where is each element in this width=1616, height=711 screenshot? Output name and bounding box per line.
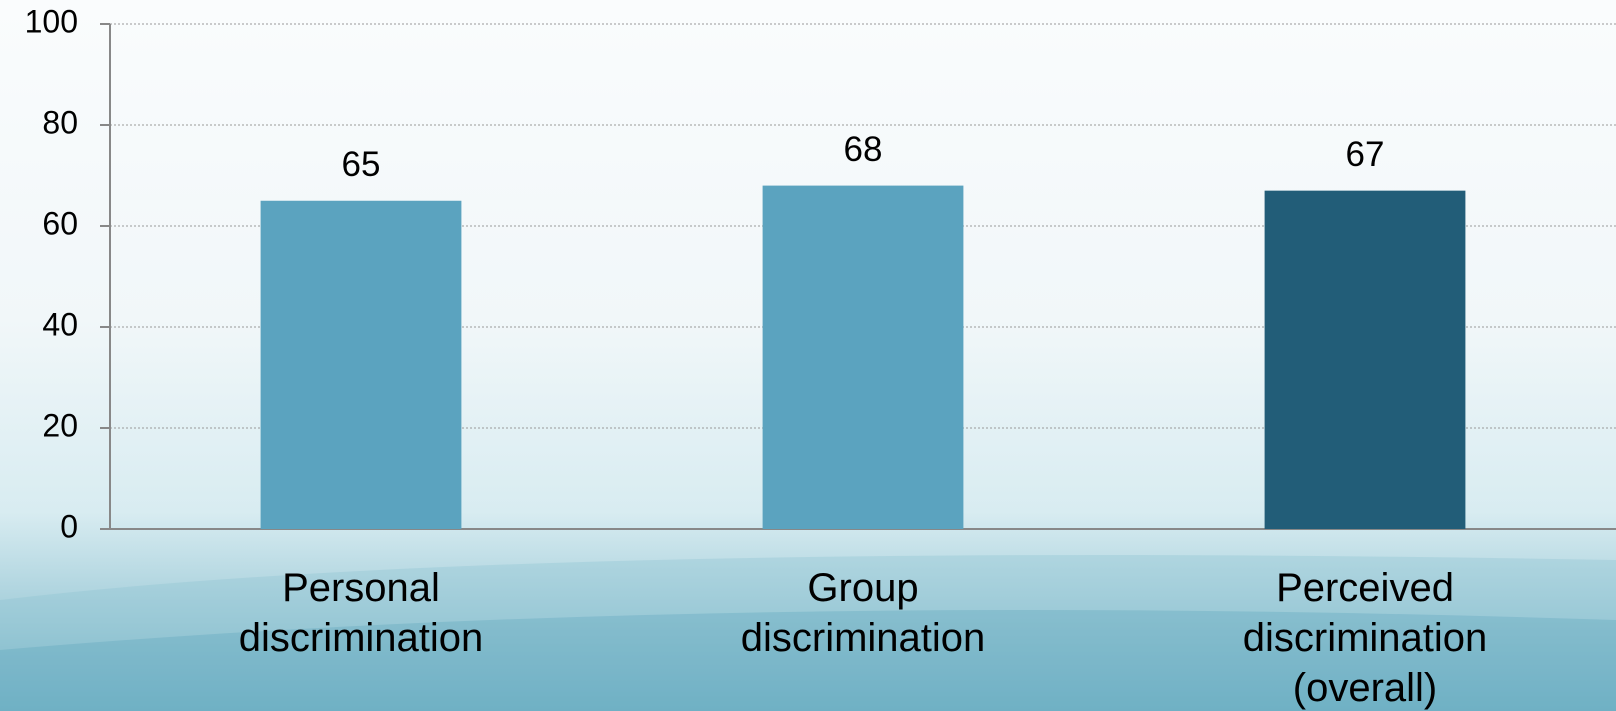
x-tick-label: Personal discrimination [238,566,484,660]
y-tick-label: 0 [60,508,78,544]
x-tick-label: Group discrimination [740,566,986,660]
data-label: 65 [342,145,381,184]
y-tick-label: 80 [42,104,78,140]
data-label: 68 [844,130,883,169]
y-tick-label: 60 [42,205,78,241]
background-wave [0,610,1616,711]
bar [260,200,462,529]
data-label: 67 [1346,135,1385,174]
bar [762,185,964,529]
y-tick-label: 20 [42,407,78,443]
y-tick-label: 100 [25,3,78,39]
y-tick-label: 40 [42,306,78,342]
x-tick-label: Perceived discrimination (overall) [1242,566,1488,710]
bar [1264,190,1466,529]
background-wave [0,555,1616,711]
